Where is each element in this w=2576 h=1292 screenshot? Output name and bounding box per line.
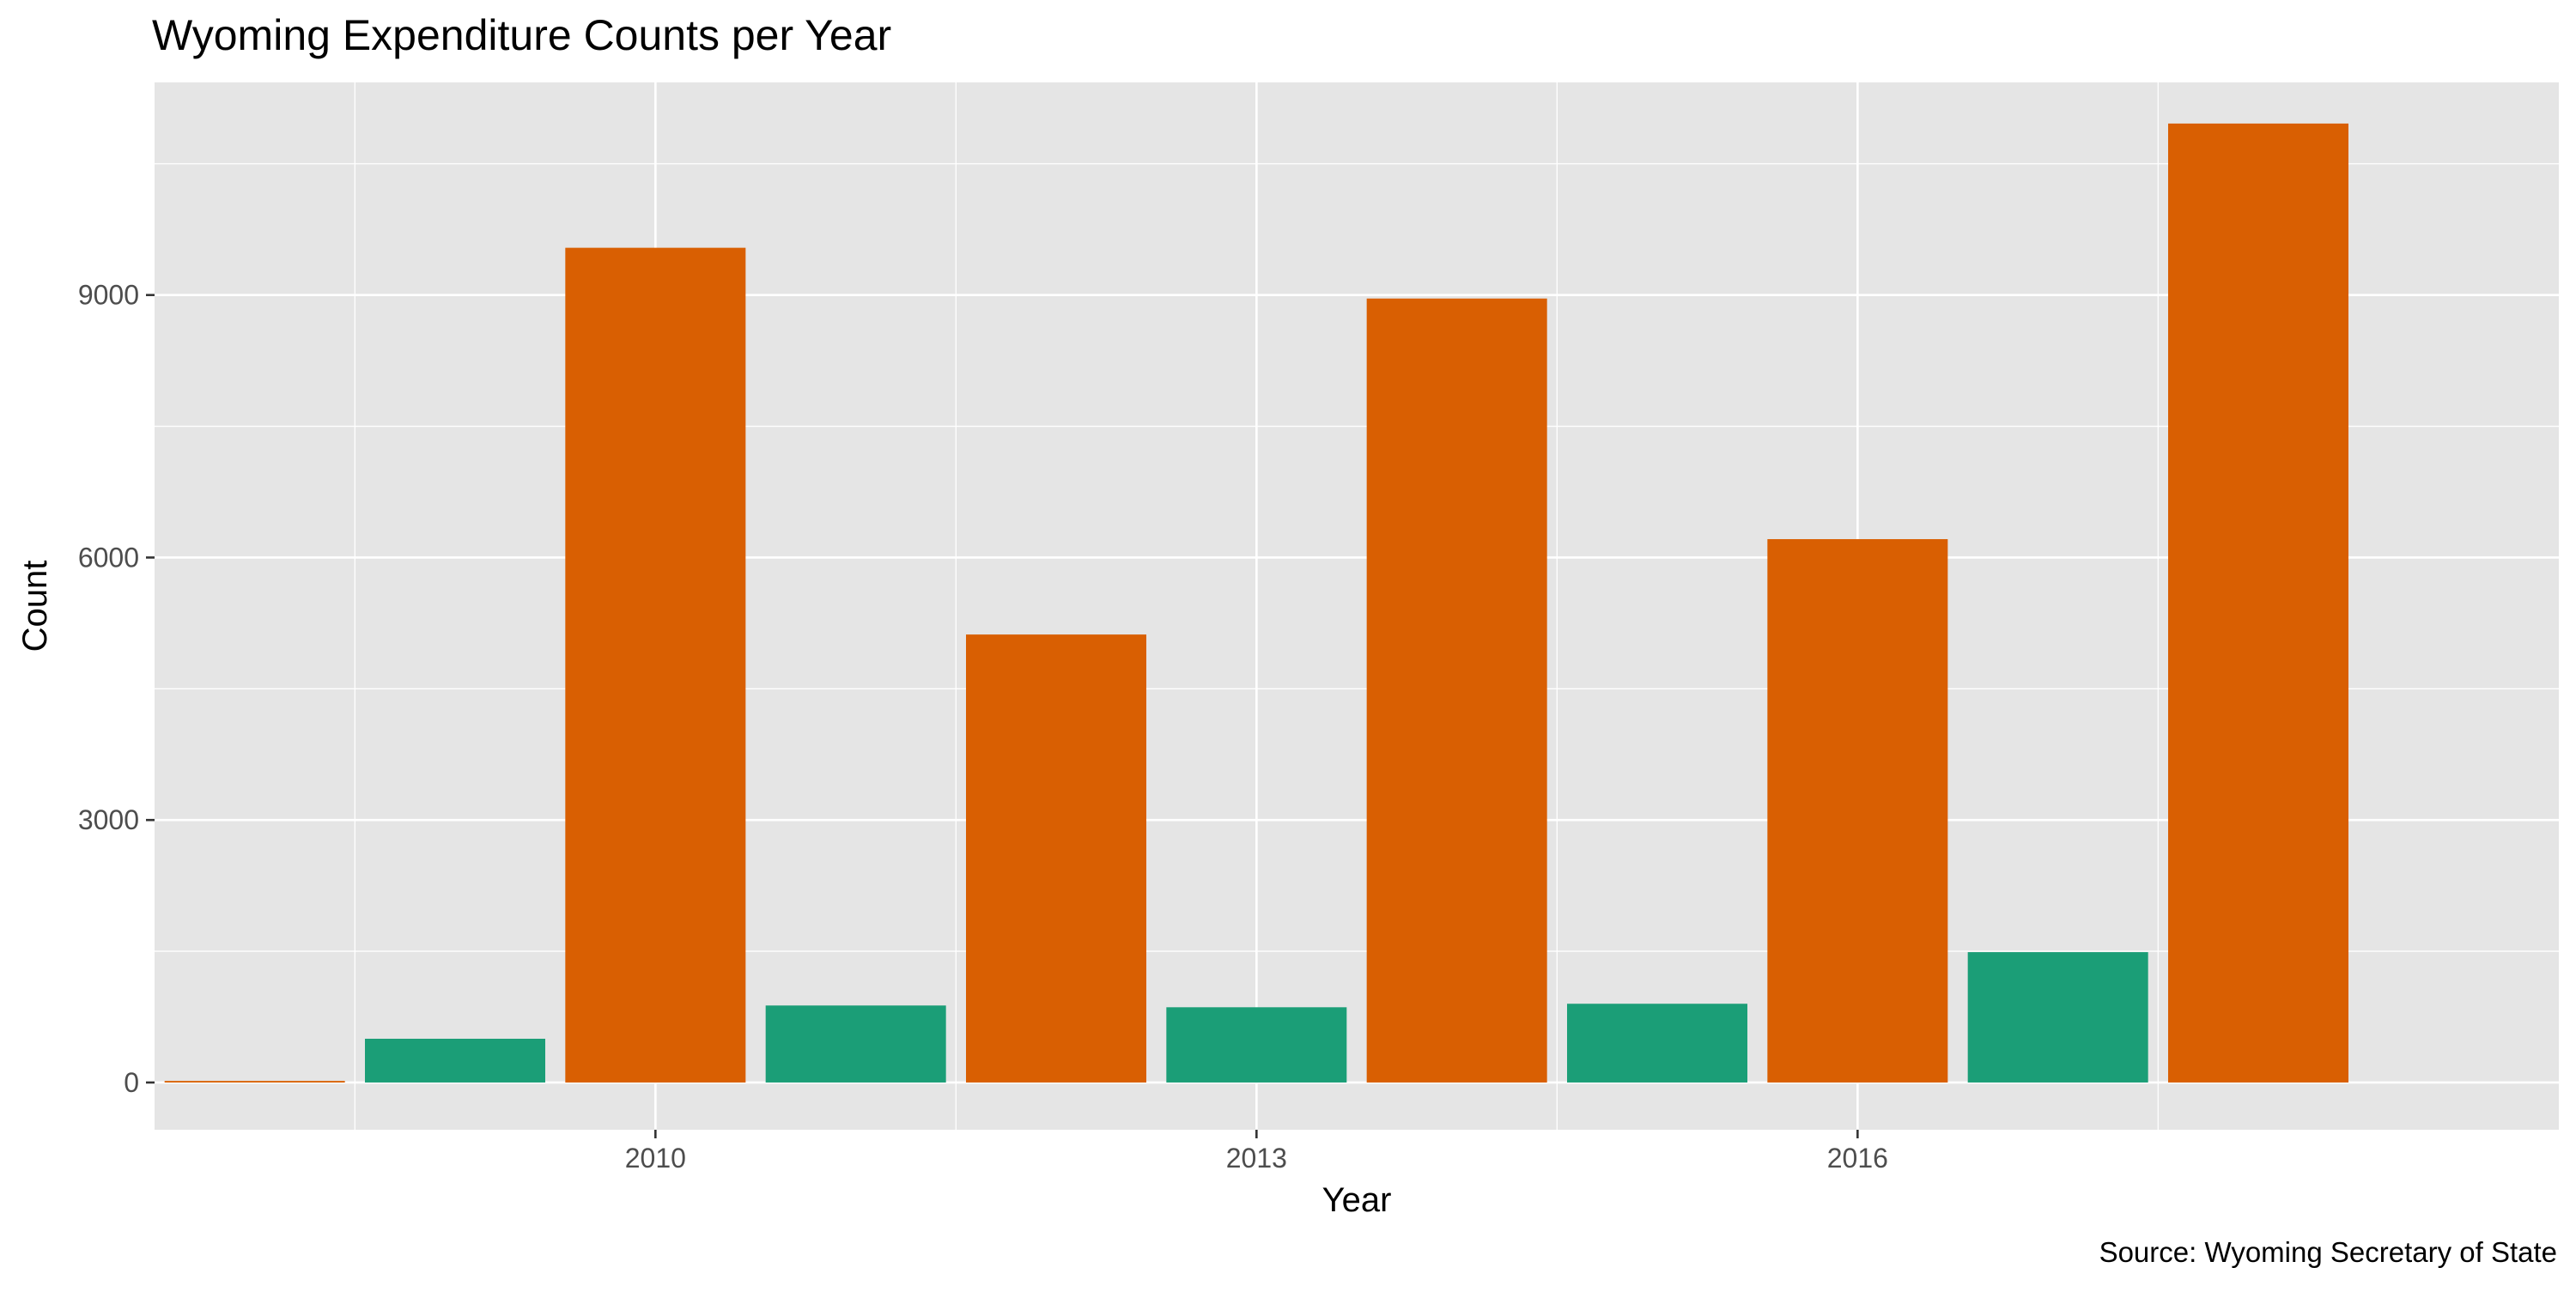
bar-2014 — [1366, 298, 1547, 1083]
y-tick-label: 0 — [124, 1067, 139, 1098]
grid-minor — [155, 82, 2559, 1130]
bar-2009 — [365, 1039, 545, 1083]
bar-2008 — [164, 1081, 345, 1083]
bar-2017 — [1967, 952, 2148, 1083]
x-tick-label: 2010 — [625, 1143, 686, 1174]
y-tick-label: 3000 — [78, 804, 139, 835]
y-tick-label: 9000 — [78, 280, 139, 311]
y-axis-title: Count — [16, 561, 54, 652]
bar-2010 — [565, 247, 746, 1083]
y-axis: 0 3000 6000 9000 — [78, 280, 155, 1098]
x-axis: 2010 2013 2016 — [625, 1130, 1888, 1174]
bar-2018 — [2168, 123, 2348, 1083]
x-tick-label: 2016 — [1827, 1143, 1888, 1174]
x-tick-label: 2013 — [1226, 1143, 1287, 1174]
source-caption: Source: Wyoming Secretary of State — [2099, 1236, 2557, 1268]
bar-2013 — [1166, 1007, 1347, 1083]
x-axis-title: Year — [1322, 1181, 1392, 1219]
bars — [164, 123, 2348, 1083]
bar-2011 — [765, 1005, 946, 1083]
bar-2012 — [966, 634, 1146, 1083]
bar-2016 — [1767, 539, 1948, 1083]
bar-2015 — [1567, 1004, 1747, 1083]
chart-title: Wyoming Expenditure Counts per Year — [152, 11, 891, 59]
y-tick-label: 6000 — [78, 542, 139, 573]
